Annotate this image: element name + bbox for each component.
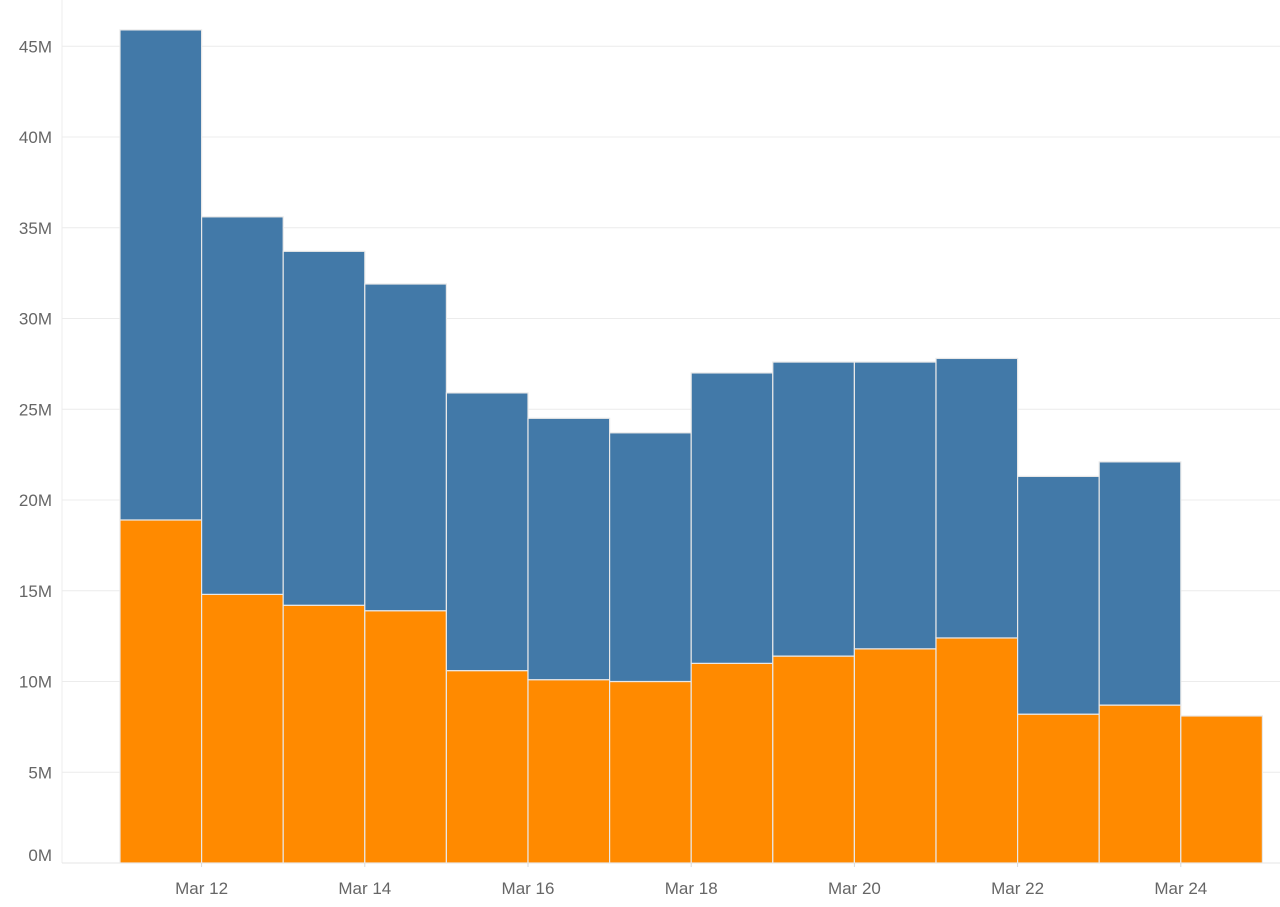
bar-segment-orange[interactable] bbox=[690, 662, 774, 864]
bar-segment-orange[interactable] bbox=[1180, 715, 1264, 864]
bar-segment-orange[interactable] bbox=[445, 670, 529, 864]
bar-segment-orange[interactable] bbox=[119, 519, 203, 864]
y-tick-label: 45M bbox=[19, 37, 52, 56]
bar-segment-blue[interactable] bbox=[772, 361, 855, 657]
bar-segment-orange[interactable] bbox=[1098, 704, 1182, 864]
bar-segment-blue[interactable] bbox=[282, 250, 366, 606]
bar-segment-orange[interactable] bbox=[201, 593, 284, 864]
bar-segment-blue[interactable] bbox=[201, 216, 284, 595]
x-tick-label: Mar 22 bbox=[991, 879, 1044, 898]
bar-segment-orange[interactable] bbox=[608, 680, 692, 864]
x-tick-label: Mar 12 bbox=[175, 879, 228, 898]
x-tick-label: Mar 24 bbox=[1154, 879, 1207, 898]
bar-layer bbox=[119, 29, 1264, 864]
bar-segment-blue[interactable] bbox=[1098, 461, 1182, 706]
x-axis: Mar 12 Mar 14 Mar 16 Mar 18 Mar 20 Mar 22 Mar … bbox=[175, 863, 1207, 898]
x-tick-label: Mar 14 bbox=[338, 879, 391, 898]
bar-segment-blue[interactable] bbox=[1016, 475, 1100, 715]
y-tick-label: 35M bbox=[19, 219, 52, 238]
bar-segment-blue[interactable] bbox=[445, 392, 529, 672]
y-tick-label: 25M bbox=[19, 400, 52, 419]
x-tick-label: Mar 18 bbox=[665, 879, 718, 898]
bar-segment-orange[interactable] bbox=[772, 655, 855, 864]
bar-segment-blue[interactable] bbox=[853, 361, 937, 650]
bar-segment-blue[interactable] bbox=[690, 372, 774, 664]
y-tick-label: 5M bbox=[28, 763, 52, 782]
y-tick-label: 15M bbox=[19, 582, 52, 601]
bar-segment-blue[interactable] bbox=[935, 357, 1019, 639]
bar-segment-orange[interactable] bbox=[364, 610, 447, 864]
bar-segment-orange[interactable] bbox=[853, 648, 937, 864]
y-tick-label: 20M bbox=[19, 491, 52, 510]
y-tick-label: 10M bbox=[19, 673, 52, 692]
bar-segment-orange[interactable] bbox=[935, 637, 1019, 864]
bar-segment-orange[interactable] bbox=[282, 604, 366, 864]
y-tick-label: 30M bbox=[19, 310, 52, 329]
x-tick-label: Mar 16 bbox=[502, 879, 555, 898]
y-axis: 0M 5M 10M 15M 20M 25M 30M 35M 40M 45M bbox=[19, 37, 52, 865]
bar-segment-orange[interactable] bbox=[527, 679, 611, 864]
y-tick-label: 40M bbox=[19, 128, 52, 147]
bar-segment-orange[interactable] bbox=[1016, 713, 1100, 864]
bar-segment-blue[interactable] bbox=[364, 283, 447, 612]
y-tick-label: 0M bbox=[28, 846, 52, 865]
bar-segment-blue[interactable] bbox=[608, 432, 692, 683]
x-tick-label: Mar 20 bbox=[828, 879, 881, 898]
bar-segment-blue[interactable] bbox=[119, 29, 203, 521]
bar-segment-blue[interactable] bbox=[527, 417, 611, 681]
